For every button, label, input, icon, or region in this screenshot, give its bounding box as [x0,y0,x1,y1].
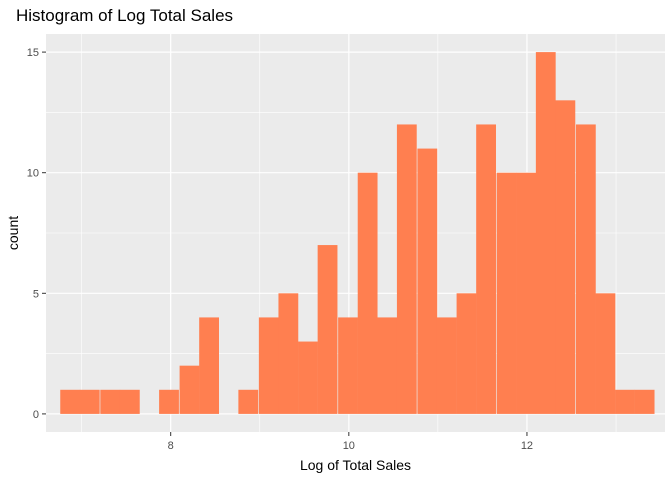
histogram-bar [338,317,358,414]
x-tick-label: 8 [168,440,174,452]
histogram-bar [119,389,140,414]
x-tick-label: 10 [343,440,355,452]
y-tick-label: 5 [33,288,39,300]
histogram-bar [317,245,338,414]
histogram-bar [396,124,417,414]
x-axis-ticks: 8 10 12 [168,432,533,452]
histogram-bar [258,317,279,414]
histogram-bar [179,365,200,414]
histogram-bar [417,148,438,414]
histogram-bar [159,389,179,414]
histogram-bar [595,293,616,414]
histogram-bar [100,389,121,414]
histogram-bar [60,389,81,414]
histogram-bar [278,293,299,414]
histogram-bars [60,52,655,414]
histogram-bar [516,172,537,414]
histogram-bar [615,389,635,414]
histogram-bar [555,100,576,414]
histogram-bar [496,172,517,414]
histogram-bar [79,389,100,414]
y-axis-title: count [5,216,21,250]
histogram-bar [436,317,457,414]
histogram-bar [357,172,378,414]
x-tick-label: 12 [521,440,533,452]
histogram-bar [575,124,596,414]
histogram-bar [634,389,655,414]
histogram-bar [456,293,477,414]
histogram-bar [298,341,318,414]
histogram-bar [377,317,398,414]
histogram-bar [199,317,219,414]
y-tick-label: 15 [27,47,39,59]
histogram-bar [535,52,556,414]
y-axis-ticks: 0 5 10 15 [27,47,46,421]
histogram-bar [476,124,496,414]
y-tick-label: 10 [27,168,39,180]
histogram-bar [238,389,259,414]
chart-title: Histogram of Log Total Sales [16,6,234,25]
y-tick-label: 0 [33,409,39,421]
x-axis-title: Log of Total Sales [300,457,411,473]
